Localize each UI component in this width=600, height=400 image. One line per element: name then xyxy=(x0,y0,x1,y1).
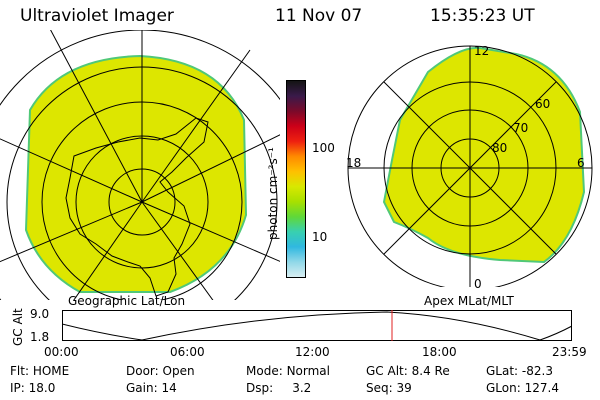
time-tick-1: 06:00 xyxy=(170,345,205,359)
time-tick-4: 23:59 xyxy=(552,345,587,359)
mlat-label-60: 60 xyxy=(535,97,551,111)
status-dsp: Dsp: 3.2 xyxy=(246,381,312,395)
colorbar-unit-label: photon cm⁻²s⁻¹ xyxy=(266,147,280,240)
magnetic-map xyxy=(347,45,593,287)
status-gc-alt: GC Alt: 8.4 Re xyxy=(366,364,450,378)
uv-emission-disk xyxy=(382,46,586,264)
magnetic-map-label: Apex MLat/MLT xyxy=(424,294,514,308)
altitude-tick-max: 9.0 xyxy=(30,307,50,321)
altitude-tick-min: 1.8 xyxy=(30,330,50,344)
mlt-label-0: 0 xyxy=(474,277,482,291)
mlat-label-80: 80 xyxy=(492,141,508,155)
status-seq: Seq: 39 xyxy=(366,381,412,395)
status-glat: GLat: -82.3 xyxy=(486,364,553,378)
time-tick-2: 12:00 xyxy=(295,345,330,359)
status-flight: Flt: HOME xyxy=(10,364,70,378)
observation-date: 11 Nov 07 xyxy=(275,6,363,26)
time-tick-0: 00:00 xyxy=(44,345,79,359)
mlt-label-18: 18 xyxy=(346,156,362,170)
intensity-colorbar xyxy=(286,80,306,278)
mlt-label-6: 6 xyxy=(577,156,585,170)
observation-time: 15:35:23 UT xyxy=(430,6,535,26)
colorbar-tick-100: 100 xyxy=(312,141,335,155)
status-mode: Mode: Normal xyxy=(246,364,330,378)
geographic-map-label: Geographic Lat/Lon xyxy=(68,294,186,308)
status-door: Door: Open xyxy=(126,364,195,378)
altitude-plot xyxy=(62,310,572,341)
altitude-axis-label: GC Alt xyxy=(11,308,25,346)
status-ip: IP: 18.0 xyxy=(10,381,56,395)
status-glon: GLon: 127.4 xyxy=(486,381,559,395)
mlat-label-70: 70 xyxy=(513,121,529,135)
geographic-map xyxy=(0,30,280,300)
instrument-title: Ultraviolet Imager xyxy=(20,6,174,26)
uv-emission-disk xyxy=(24,54,248,293)
status-gain: Gain: 14 xyxy=(126,381,177,395)
altitude-curve xyxy=(62,311,572,341)
coastline xyxy=(65,117,209,297)
time-tick-3: 18:00 xyxy=(422,345,457,359)
colorbar-tick-10: 10 xyxy=(312,230,328,244)
mlt-label-12: 12 xyxy=(474,44,490,58)
